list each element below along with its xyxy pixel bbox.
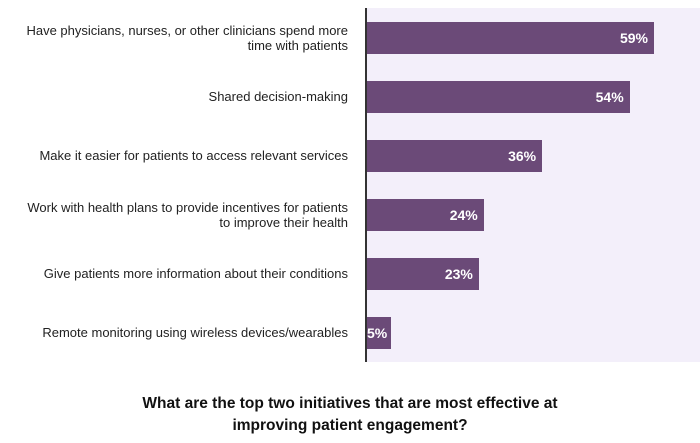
axis-line — [365, 8, 367, 362]
category-label: Work with health plans to provide incent… — [27, 199, 348, 230]
category-label: Make it easier for patients to access re… — [39, 148, 348, 163]
category-label: Shared decision-making — [208, 89, 348, 104]
bar — [367, 80, 630, 113]
value-label: 23% — [444, 265, 473, 282]
bar — [367, 198, 484, 231]
value-label: 24% — [449, 206, 478, 223]
value-label: 5% — [367, 324, 388, 341]
value-label: 59% — [619, 29, 648, 46]
category-label: Have physicians, nurses, or other clinic… — [26, 22, 348, 53]
bar — [367, 139, 543, 172]
value-label: 54% — [595, 88, 624, 105]
category-label: Remote monitoring using wireless devices… — [42, 325, 348, 340]
category-label: Give patients more information about the… — [43, 266, 348, 281]
chart-title: What are the top two initiatives that ar… — [142, 395, 558, 434]
bar — [367, 257, 479, 290]
plot-background — [366, 8, 700, 362]
value-label: 36% — [508, 147, 537, 164]
bar — [367, 316, 392, 349]
bar — [367, 21, 654, 54]
